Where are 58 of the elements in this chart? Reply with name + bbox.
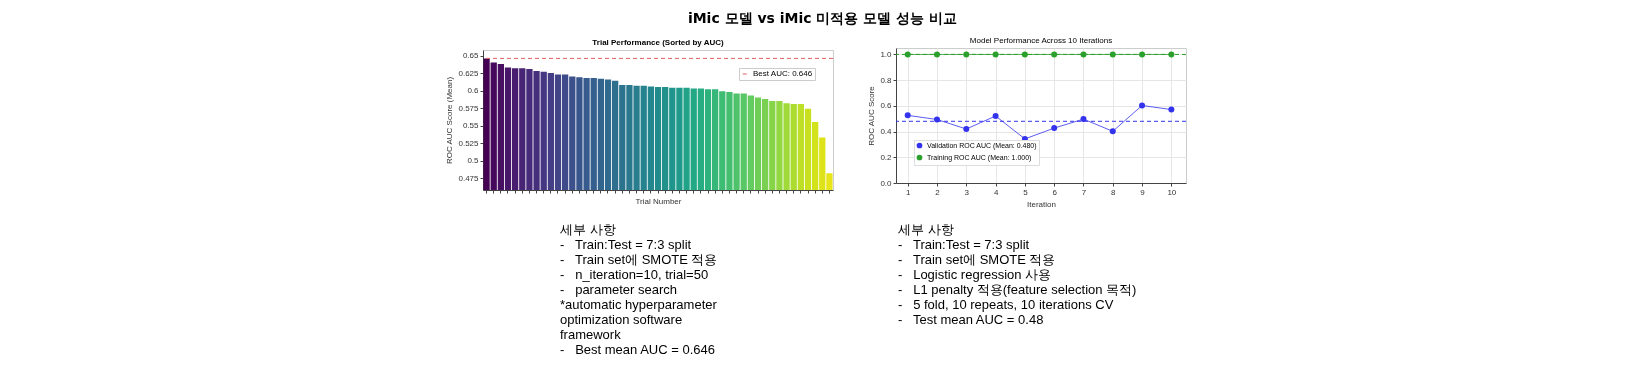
text: - 5 fold, 10 repeats, 10 iterations CV xyxy=(898,297,1115,312)
chart-title: Trial Performance (Sorted by AUC) xyxy=(592,38,724,47)
text: - L1 penalty 적용(feature selection 목적) xyxy=(898,282,1137,297)
point xyxy=(1139,102,1146,109)
text: - Test mean AUC = 0.48 xyxy=(898,312,1045,327)
text: - Best mean AUC = 0.646 xyxy=(560,342,716,357)
x-tick-label: 7 xyxy=(1081,187,1087,197)
y-tick-label: 0.8 xyxy=(880,75,893,85)
point xyxy=(1109,128,1116,135)
y-tick-label: 0.4 xyxy=(880,127,893,137)
text: - Logistic regression 사용 xyxy=(898,267,1053,282)
point xyxy=(992,113,999,120)
y-tick-label: 0.525 xyxy=(458,138,480,148)
y-tick-label: 0.6 xyxy=(880,101,893,111)
y-tick-label: 0.5 xyxy=(467,156,480,166)
text: 세부 사항 xyxy=(898,222,955,237)
x-axis-title: Trial Number xyxy=(635,197,682,206)
x-tick-label: 3 xyxy=(964,187,970,197)
text: *automatic hyperparameter xyxy=(560,297,718,312)
text: framework xyxy=(560,327,622,342)
y-axis-title: ROC AUC Score xyxy=(867,85,877,146)
x-tick-label: 8 xyxy=(1111,187,1117,197)
y-tick-label: 0.475 xyxy=(458,173,480,183)
point xyxy=(904,112,911,119)
text: - parameter search xyxy=(560,282,679,297)
x-tick-label: 6 xyxy=(1052,187,1058,197)
x-tick-label: 5 xyxy=(1023,187,1029,197)
y-tick-label: 0.575 xyxy=(458,103,480,113)
y-tick-label: 0.625 xyxy=(458,68,480,78)
x-tick-label: 4 xyxy=(993,187,999,197)
y-tick-label: 0.65 xyxy=(462,51,480,61)
legend-label: Best AUC: 0.646 xyxy=(753,69,813,78)
text: - Train:Test = 7:3 split xyxy=(560,237,693,252)
point xyxy=(1080,116,1087,123)
x-tick-label: 2 xyxy=(935,187,941,197)
y-axis-title: ROC AUC Score (Mean) xyxy=(445,76,455,165)
text: - Train set에 SMOTE 적용 xyxy=(898,252,1057,267)
text: - Train:Test = 7:3 split xyxy=(898,237,1031,252)
x-tick-label: 10 xyxy=(1167,187,1177,197)
chart-title: Model Performance Across 10 Iterations xyxy=(969,36,1113,45)
point xyxy=(904,51,911,58)
text: optimization software xyxy=(560,312,684,327)
text: - Train set에 SMOTE 적용 xyxy=(560,252,718,267)
y-tick-label: 0.0 xyxy=(880,178,893,188)
x-axis-title: Iteration xyxy=(1027,199,1056,209)
x-tick-label: 9 xyxy=(1140,187,1146,197)
point xyxy=(1051,125,1058,132)
x-tick-label: 1 xyxy=(905,187,911,197)
y-tick-label: 1.0 xyxy=(880,49,893,59)
point xyxy=(1168,106,1175,113)
point xyxy=(1051,51,1058,58)
y-tick-label: 0.6 xyxy=(467,86,480,96)
y-tick-label: 0.55 xyxy=(462,121,480,131)
text: 세부 사항 xyxy=(560,222,617,237)
point xyxy=(963,126,970,132)
y-tick-label: 0.2 xyxy=(880,152,893,162)
text: iMic 모델 vs iMic 미적용 모델 성능 비교 xyxy=(686,10,959,28)
text: - n_iteration=10, trial=50 xyxy=(560,267,710,282)
